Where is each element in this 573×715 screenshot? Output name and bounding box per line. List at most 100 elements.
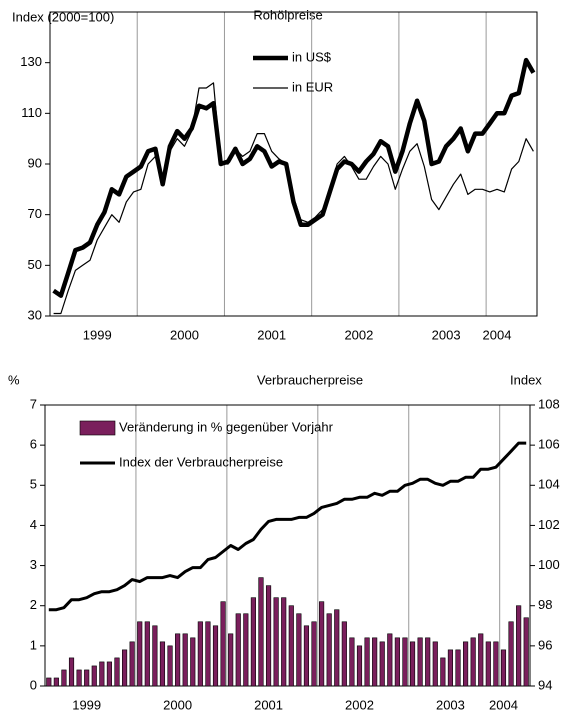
bar [500, 649, 507, 687]
bar [137, 621, 143, 687]
y-tick-label: 4 [30, 517, 37, 532]
legend-label: Index der Verbraucherpreise [119, 454, 283, 469]
line-series [48, 441, 527, 612]
y2-tick-label: 104 [538, 477, 560, 492]
bar [250, 597, 256, 687]
bar [212, 625, 219, 687]
bar [167, 645, 173, 687]
bar [114, 657, 120, 687]
x-tick-label: 1999 [72, 697, 101, 712]
bar [341, 621, 347, 687]
bar [470, 637, 476, 687]
x-tick-label: 2002 [344, 327, 373, 342]
y2-tick-label: 98 [538, 597, 552, 612]
bar [46, 677, 52, 687]
bar [508, 621, 514, 687]
bar [432, 641, 438, 687]
bar [53, 677, 59, 687]
x-tick-label: 2004 [483, 327, 512, 342]
y-tick-label: 3 [30, 557, 37, 572]
x-tick-label: 2002 [345, 697, 374, 712]
bar [364, 637, 370, 687]
y-tick-label: 30 [28, 307, 42, 322]
bar [387, 633, 393, 687]
bar [281, 597, 287, 687]
bar [296, 613, 302, 687]
x-tick-label: 2000 [170, 327, 199, 342]
bar [228, 633, 234, 687]
bar [447, 649, 454, 687]
bar [197, 621, 203, 687]
y-axis-label: Index (2000=100) [12, 9, 114, 24]
bar [516, 605, 522, 687]
bar [485, 641, 491, 687]
bar [455, 649, 461, 687]
bar [220, 601, 226, 687]
bar [493, 641, 499, 687]
bar [243, 613, 249, 687]
x-tick-label: 2003 [436, 697, 465, 712]
bar [372, 637, 378, 687]
y-tick-label: 0 [30, 677, 37, 692]
bar [409, 641, 416, 687]
y-tick-label: 70 [28, 206, 42, 221]
bar [258, 577, 264, 687]
bar [523, 617, 529, 687]
bar [265, 585, 272, 687]
bar [68, 657, 75, 687]
y-tick-label: 5 [30, 477, 37, 492]
bar [144, 621, 150, 687]
bar [235, 613, 241, 687]
y2-tick-label: 100 [538, 557, 560, 572]
bar [417, 637, 423, 687]
bar [76, 669, 82, 687]
bar [152, 625, 158, 687]
y-tick-label: 130 [20, 54, 42, 69]
bar [190, 637, 196, 687]
legend-label: in US$ [292, 49, 332, 64]
y-axis-label: % [8, 372, 20, 387]
bar [91, 665, 97, 687]
x-tick-label: 2003 [432, 327, 461, 342]
chart-title: Rohölpreise [253, 7, 322, 22]
y2-tick-label: 108 [538, 396, 560, 411]
bar [356, 645, 363, 687]
bar [440, 657, 446, 687]
y-tick-label: 7 [30, 396, 37, 411]
line-series [52, 57, 536, 298]
bar [121, 649, 128, 687]
bar [319, 601, 325, 687]
bar [273, 597, 279, 687]
y2-axis-label: Index [510, 372, 542, 387]
bar [129, 641, 135, 687]
bar [99, 661, 105, 687]
bar [394, 637, 400, 687]
bar [175, 633, 181, 687]
bar [478, 633, 484, 687]
bar [326, 613, 332, 687]
y-tick-label: 6 [30, 437, 37, 452]
y2-tick-label: 106 [538, 437, 560, 452]
plot-frame [44, 404, 531, 687]
bar [425, 637, 431, 687]
x-tick-label: 2001 [254, 697, 283, 712]
bar [159, 641, 166, 687]
bar [61, 669, 67, 687]
line-series [53, 82, 534, 315]
bar [349, 637, 355, 687]
x-tick-label: 2000 [163, 697, 192, 712]
bar [303, 625, 310, 687]
y2-tick-label: 102 [538, 517, 560, 532]
bar [84, 669, 90, 687]
bar [379, 641, 385, 687]
x-tick-label: 1999 [83, 327, 112, 342]
y-tick-label: 1 [30, 637, 37, 652]
bar [288, 605, 294, 687]
y-tick-label: 110 [21, 105, 42, 120]
y-tick-label: 2 [30, 597, 37, 612]
y2-tick-label: 94 [538, 677, 552, 692]
chart-title: Verbraucherpreise [257, 372, 363, 387]
y-tick-label: 50 [28, 257, 42, 272]
bar [106, 661, 112, 687]
